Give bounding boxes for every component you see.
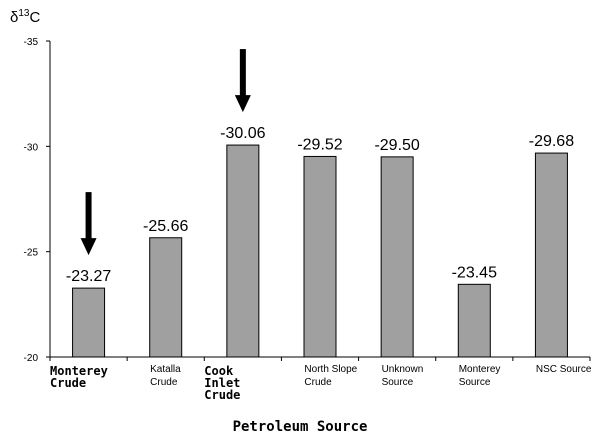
bar <box>226 144 260 358</box>
x-category-label-line: Unknown <box>382 364 424 375</box>
x-category-label: Monterey Source <box>459 364 501 388</box>
y-tick-label: -20 <box>24 353 39 364</box>
bar <box>534 152 568 358</box>
y-axis-label: δ13C <box>10 8 40 26</box>
y-axis-label-superscript: 13 <box>18 8 30 19</box>
arrow-head <box>80 238 97 256</box>
x-category-label-line: Source <box>459 377 491 388</box>
bar <box>457 283 491 358</box>
x-category-label: Unknown Source <box>382 364 424 388</box>
x-axis-title: Petroleum Source <box>233 419 368 435</box>
bar-value-label: -29.50 <box>374 137 419 154</box>
x-category-label-line: Crude <box>304 377 332 388</box>
axes: -35 -30 -25 -20 <box>24 37 591 364</box>
x-category-label-line: Crude <box>150 377 178 388</box>
x-category-label-line: Monterey <box>459 364 501 375</box>
y-axis-label-main: δ <box>10 9 18 26</box>
bar <box>72 287 106 358</box>
y-tick-label: -35 <box>24 37 39 48</box>
bar <box>149 237 183 358</box>
x-category-label: North Slope Crude <box>304 364 357 388</box>
x-category-label-line: Source <box>382 377 414 388</box>
arrow-head <box>234 95 251 113</box>
x-category-label-line: Katalla <box>150 364 181 375</box>
annotations <box>80 49 251 256</box>
bar-value-label: -30.06 <box>220 125 265 142</box>
arrow-shaft <box>85 192 92 240</box>
bar-value-label: -23.45 <box>452 264 497 281</box>
bar-value-label: -29.52 <box>297 136 342 153</box>
bar-value-label: -23.27 <box>66 268 111 285</box>
x-category-label: NSC Source <box>536 364 592 375</box>
bar <box>380 156 414 358</box>
y-tick-label: -30 <box>24 142 39 153</box>
y-tick-label: -25 <box>24 248 39 259</box>
bar-value-label: -29.68 <box>529 133 574 150</box>
x-category-label: Monterey Crude <box>50 364 108 390</box>
arrow-annotation <box>234 49 251 113</box>
x-category-label-line: Crude <box>204 388 240 402</box>
x-category-label-line: Monterey <box>50 364 108 378</box>
x-category-label-line: Crude <box>50 376 86 390</box>
x-category-label: Cook Inlet Crude <box>204 364 240 402</box>
arrow-annotation <box>80 192 97 256</box>
y-axis-label-unit: C <box>29 9 40 26</box>
x-category-label: Katalla Crude <box>150 364 181 388</box>
x-category-label-line: North Slope <box>304 364 357 375</box>
arrow-shaft <box>239 49 246 97</box>
x-category-label-line: Inlet <box>204 376 240 390</box>
x-category-label-line: Cook <box>204 364 234 378</box>
bar <box>303 155 337 358</box>
bar-value-label: -25.66 <box>143 218 188 235</box>
x-category-label-line: NSC Source <box>536 364 592 375</box>
